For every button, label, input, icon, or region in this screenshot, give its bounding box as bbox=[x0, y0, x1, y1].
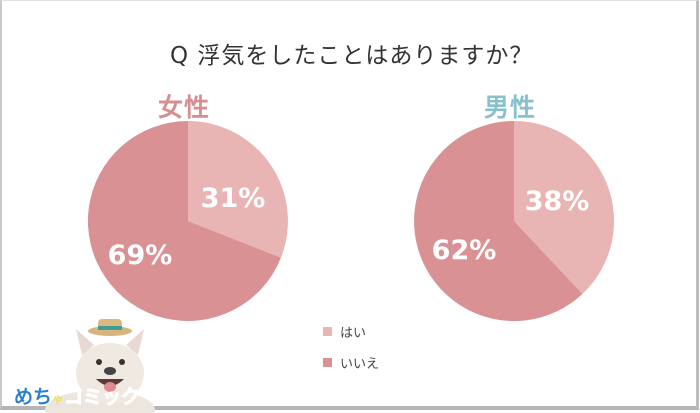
female-no-slice bbox=[88, 121, 281, 321]
chart-title: Q 浮気をしたことはありますか？ bbox=[170, 43, 534, 69]
male-no-slice bbox=[414, 121, 583, 321]
female-pie-chart: 31% 69% bbox=[88, 121, 288, 321]
legend-item-yes: はい bbox=[323, 322, 379, 341]
male-yes-slice bbox=[514, 121, 614, 294]
male-label: 男性 bbox=[484, 93, 537, 122]
dog-mascot-image bbox=[45, 319, 155, 413]
legend: はい いいえ bbox=[323, 322, 379, 384]
legend-swatch-yes bbox=[323, 326, 332, 336]
male-no-pct: 62% bbox=[432, 235, 497, 266]
mecha-comic-logo: めちゃコミック bbox=[14, 386, 141, 409]
female-yes-slice bbox=[188, 121, 288, 258]
male-yes-pct: 38% bbox=[525, 186, 590, 217]
legend-label-yes: はい bbox=[340, 325, 367, 341]
legend-swatch-no bbox=[323, 357, 332, 367]
female-yes-pct: 31% bbox=[201, 183, 266, 214]
female-no-pct: 69% bbox=[108, 240, 173, 271]
male-pie-chart: 38% 62% bbox=[414, 121, 614, 321]
legend-item-no: いいえ bbox=[323, 353, 380, 372]
female-label: 女性 bbox=[158, 93, 211, 122]
legend-label-no: いいえ bbox=[340, 356, 380, 372]
